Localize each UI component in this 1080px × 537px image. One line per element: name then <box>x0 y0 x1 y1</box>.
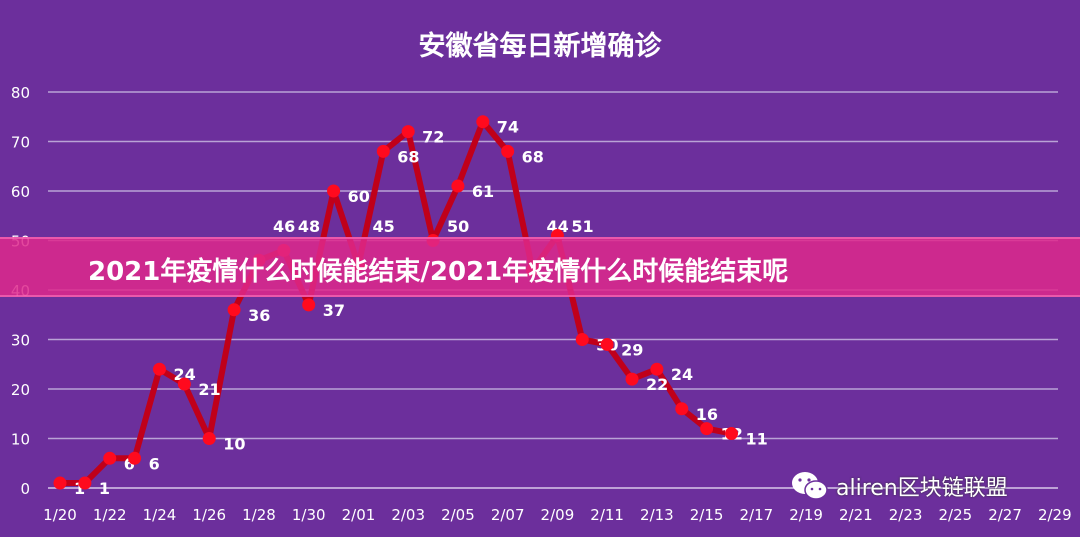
data-label: 22 <box>646 375 668 394</box>
data-point <box>302 298 316 312</box>
watermark: aliren区块链联盟 <box>790 470 1008 502</box>
x-tick-label: 1/30 <box>292 506 326 524</box>
data-label: 68 <box>522 147 544 166</box>
data-point <box>625 372 639 386</box>
x-tick-label: 1/28 <box>242 506 276 524</box>
data-label: 61 <box>472 182 494 201</box>
chart-title: 安徽省每日新增确诊 <box>418 31 662 62</box>
x-tick-label: 2/27 <box>988 506 1022 524</box>
x-tick-label: 1/20 <box>43 506 77 524</box>
data-point <box>401 125 415 139</box>
x-tick-label: 2/11 <box>590 506 624 524</box>
x-tick-label: 1/22 <box>93 506 127 524</box>
data-label: 74 <box>497 118 519 137</box>
data-point <box>177 377 191 391</box>
x-tick-label: 2/03 <box>391 506 425 524</box>
data-label: 48 <box>298 217 320 236</box>
x-tick-label: 2/07 <box>491 506 525 524</box>
data-point <box>650 362 664 376</box>
data-point <box>327 184 341 198</box>
x-tick-label: 1/26 <box>192 506 226 524</box>
data-point <box>724 427 738 441</box>
data-point <box>501 144 515 158</box>
x-tick-label: 2/25 <box>938 506 972 524</box>
data-point <box>152 362 166 376</box>
y-tick-label: 80 <box>11 84 30 102</box>
y-tick-label: 0 <box>20 480 30 498</box>
data-label: 1 <box>74 479 85 498</box>
x-tick-label: 2/19 <box>789 506 823 524</box>
data-point <box>575 333 589 346</box>
data-label: 68 <box>397 147 419 166</box>
data-label: 6 <box>124 454 135 473</box>
x-tick-label: 2/29 <box>1038 506 1072 524</box>
data-label: 24 <box>173 365 195 384</box>
watermark-text: aliren区块链联盟 <box>836 476 1008 501</box>
data-label: 46 <box>273 217 295 236</box>
data-label: 60 <box>348 187 370 206</box>
data-point <box>376 144 390 158</box>
data-point <box>476 115 490 129</box>
data-label: 11 <box>745 430 767 449</box>
data-label: 6 <box>149 454 160 473</box>
data-point <box>451 179 465 193</box>
x-tick-label: 2/05 <box>441 506 475 524</box>
data-label: 72 <box>422 128 444 147</box>
data-label: 16 <box>696 405 718 424</box>
x-tick-label: 2/09 <box>541 506 575 524</box>
y-tick-label: 10 <box>11 431 30 449</box>
data-point <box>103 451 117 465</box>
data-point <box>78 476 92 490</box>
x-tick-label: 2/01 <box>342 506 376 524</box>
data-label: 10 <box>223 435 245 454</box>
y-tick-label: 70 <box>11 134 30 152</box>
y-tick-label: 30 <box>11 332 30 350</box>
y-tick-label: 60 <box>11 183 30 201</box>
data-label: 36 <box>248 306 270 325</box>
data-point <box>675 402 689 416</box>
data-point <box>53 476 67 490</box>
y-tick-label: 20 <box>11 381 30 399</box>
wechat-icon <box>792 472 828 500</box>
x-tick-label: 2/13 <box>640 506 674 524</box>
data-label: 24 <box>671 365 693 384</box>
data-point <box>700 422 714 436</box>
data-label: 1 <box>99 479 110 498</box>
x-tick-label: 2/17 <box>740 506 774 524</box>
series-line <box>60 118 733 487</box>
x-tick-label: 2/15 <box>690 506 724 524</box>
x-tick-label: 2/21 <box>839 506 873 524</box>
data-point <box>227 303 241 317</box>
data-label: 44 <box>547 217 569 236</box>
data-label: 51 <box>571 217 593 236</box>
data-point <box>128 451 142 465</box>
data-label: 37 <box>323 301 345 320</box>
headline-banner: 2021年疫情什么时候能结束/2021年疫情什么时候能结束呢 <box>0 237 1080 297</box>
data-point <box>600 337 614 351</box>
data-label: 21 <box>198 380 220 399</box>
data-label: 50 <box>447 217 469 236</box>
data-label: 29 <box>621 340 643 359</box>
banner-text: 2021年疫情什么时候能结束/2021年疫情什么时候能结束呢 <box>88 257 789 287</box>
x-tick-label: 1/24 <box>143 506 177 524</box>
data-point <box>202 432 216 445</box>
x-tick-label: 2/23 <box>889 506 923 524</box>
data-label: 45 <box>372 217 394 236</box>
